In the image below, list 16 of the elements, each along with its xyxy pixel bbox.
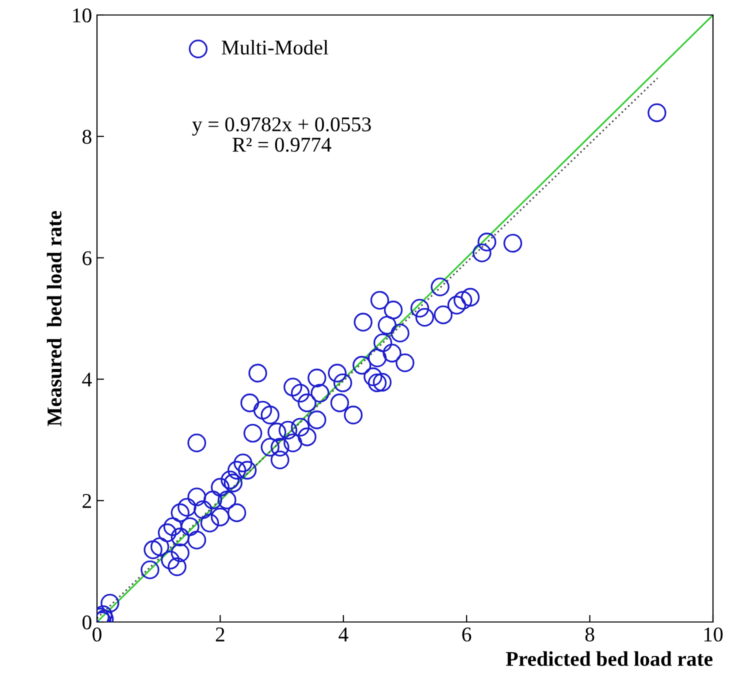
y-tick-label: 8 (82, 130, 92, 144)
y-tick-label: 2 (82, 494, 91, 508)
y-tick-label: 4 (82, 372, 92, 386)
y-axis-title: Measured bed load rate (46, 211, 62, 426)
x-tick-label: 2 (216, 628, 224, 642)
y-tick-label: 10 (73, 8, 92, 22)
x-axis-title: Predicted bed load rate (506, 651, 712, 666)
legend-label: Multi-Model (222, 40, 328, 55)
x-tick-label: 6 (462, 628, 472, 642)
x-tick-label: 0 (92, 627, 102, 642)
y-tick-label: 0 (82, 615, 92, 630)
annotation: y = 0.9782x + 0.0553 R² = 0.9774 (192, 117, 371, 152)
x-tick-label: 8 (585, 627, 594, 642)
y-tick-label: 6 (82, 251, 92, 266)
x-tick-label: 10 (704, 627, 723, 642)
x-tick-label: 4 (338, 628, 348, 642)
